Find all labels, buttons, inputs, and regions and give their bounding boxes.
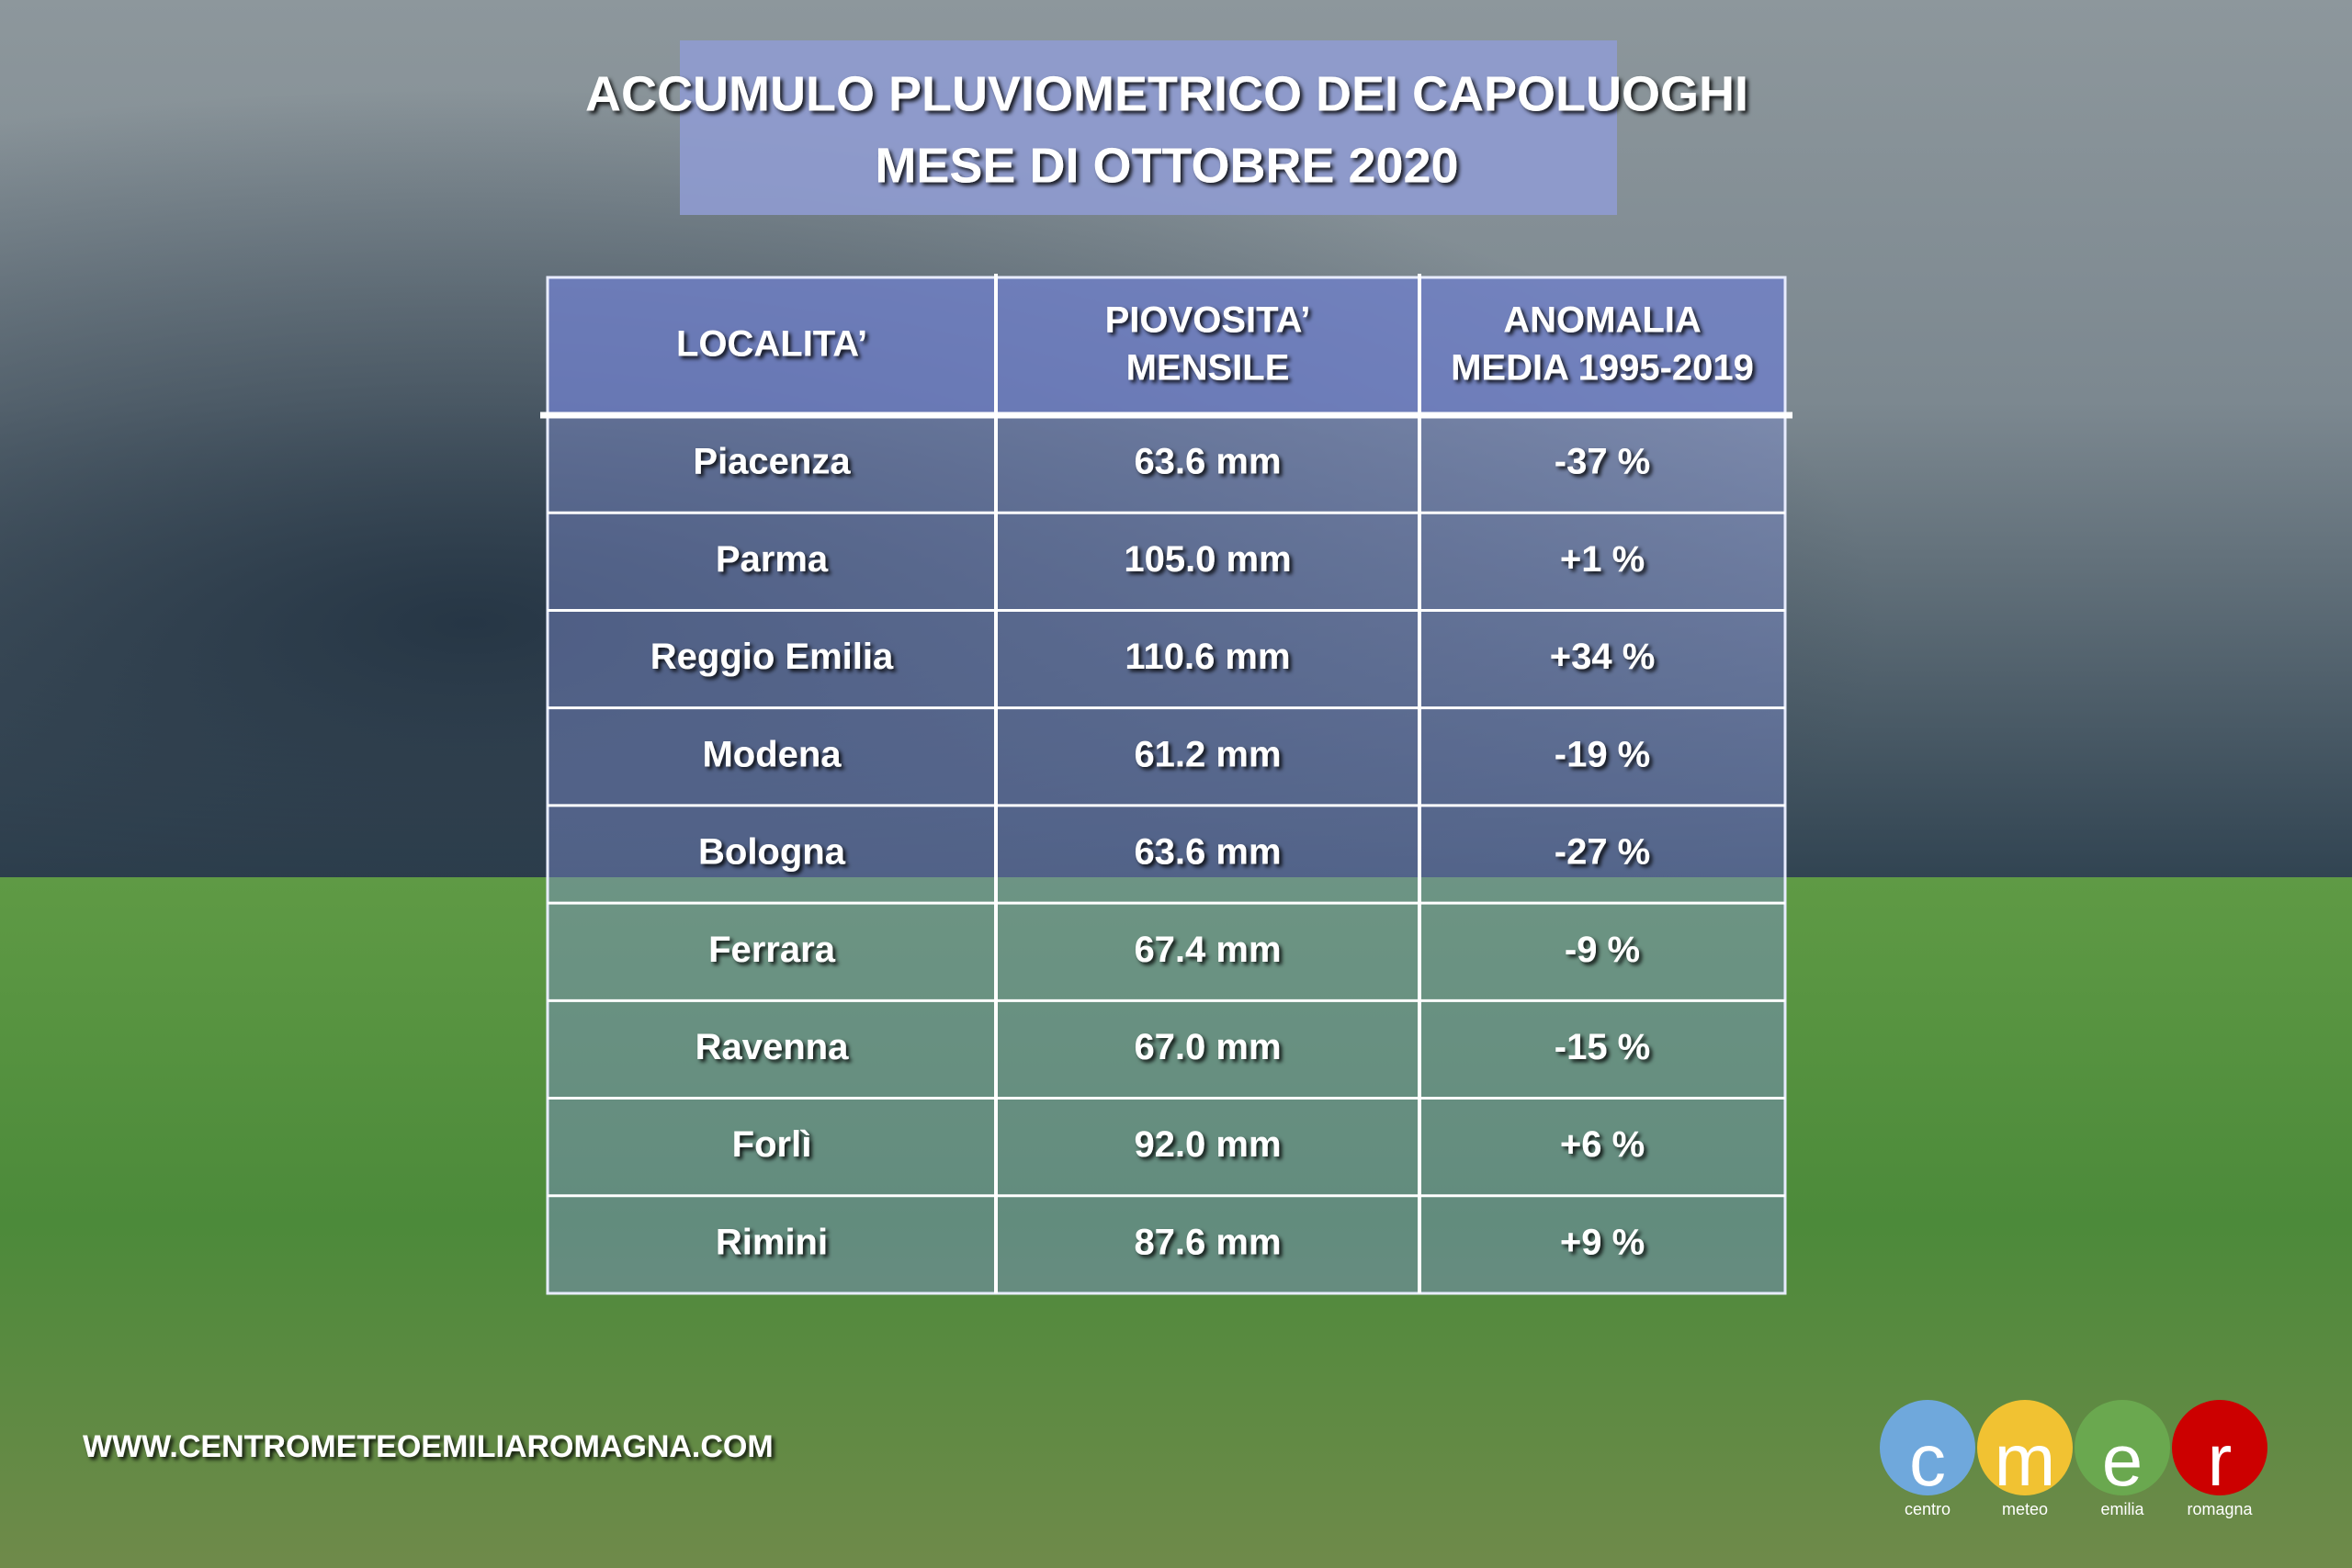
title-box: [680, 40, 1617, 215]
cell: 67.0 mm: [1134, 1027, 1281, 1067]
cell: +9 %: [1560, 1222, 1645, 1262]
column-header: MENSILE: [1126, 348, 1290, 389]
cell: -15 %: [1555, 1027, 1651, 1067]
logo-label: meteo: [2002, 1500, 2048, 1518]
cell: 110.6 mm: [1125, 637, 1290, 677]
logo-label: romagna: [2187, 1500, 2253, 1518]
cell: +1 %: [1560, 539, 1645, 580]
cell: 67.4 mm: [1134, 930, 1281, 970]
cell: Ravenna: [695, 1027, 849, 1067]
cell: +34 %: [1550, 637, 1656, 677]
cell: -9 %: [1565, 930, 1640, 970]
cell: Bologna: [698, 832, 846, 873]
logo-letter: e: [2102, 1419, 2143, 1501]
logo-letter: c: [1909, 1419, 1946, 1501]
website: WWW.CENTROMETEOEMILIAROMAGNA.COM: [83, 1429, 774, 1464]
cell: 63.6 mm: [1134, 442, 1281, 482]
logo-letter: r: [2208, 1419, 2233, 1501]
cell: Forlì: [732, 1124, 812, 1165]
title: ACCUMULO PLUVIOMETRICO DEI CAPOLUOGHI: [585, 66, 1748, 121]
logo-label: emilia: [2100, 1500, 2144, 1518]
logo-circle: [2172, 1400, 2267, 1495]
body-bg: [548, 415, 1785, 1293]
subtitle: MESE DI OTTOBRE 2020: [875, 138, 1458, 193]
cell: Reggio Emilia: [650, 637, 894, 677]
table: LOCALITA’ PIOVOSITA’ MENSILE ANOMALIA MEDIA …: [540, 274, 1792, 1295]
cell: 92.0 mm: [1134, 1124, 1281, 1165]
logo-circle: [1880, 1400, 1975, 1495]
cell: Parma: [716, 539, 829, 580]
logo-circle: [1977, 1400, 2073, 1495]
column-header: LOCALITA’: [676, 324, 867, 365]
cell: Piacenza: [693, 442, 851, 482]
column-header: MEDIA 1995-2019: [1451, 348, 1754, 389]
cell: +6 %: [1560, 1124, 1645, 1165]
cell: -37 %: [1555, 442, 1651, 482]
header-bg: [548, 277, 1785, 415]
cell: 105.0 mm: [1124, 539, 1291, 580]
cell: -27 %: [1555, 832, 1651, 873]
cell: 87.6 mm: [1134, 1222, 1281, 1262]
cell: Ferrara: [708, 930, 836, 970]
table-border: [546, 276, 1787, 1295]
cell: -19 %: [1555, 734, 1651, 774]
logo-label: centro: [1905, 1500, 1951, 1518]
column-header: ANOMALIA: [1503, 300, 1702, 341]
cell: 63.6 mm: [1134, 832, 1281, 873]
logo-letter: m: [1995, 1419, 2056, 1501]
logo-circle: [2075, 1400, 2170, 1495]
column-header: PIOVOSITA’: [1105, 300, 1311, 341]
cell: 61.2 mm: [1134, 734, 1281, 774]
cell: Modena: [702, 734, 842, 774]
cell: Rimini: [716, 1222, 828, 1262]
